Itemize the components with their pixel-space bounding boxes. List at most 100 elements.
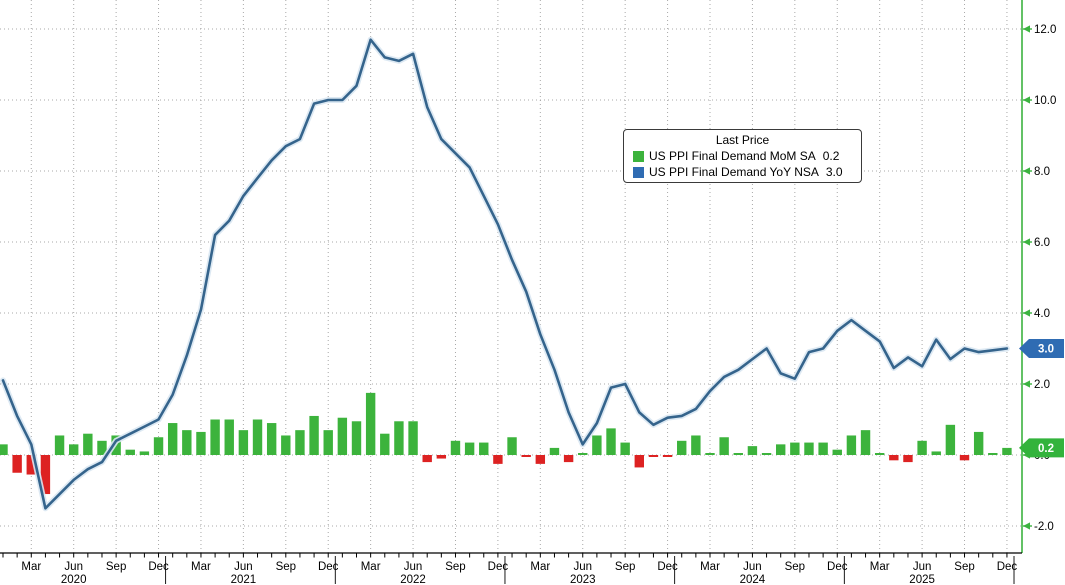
mom-bar [224, 419, 234, 455]
mom-bar [648, 455, 659, 457]
mom-bar [394, 421, 404, 455]
mom-series-swatch-icon [633, 150, 644, 162]
x-month-label: Sep [106, 561, 126, 573]
x-year-label: 2023 [570, 574, 596, 585]
mom-bar [493, 455, 503, 464]
mom-bar [167, 423, 178, 455]
legend: Last Price US PPI Final Demand MoM SA 0.… [623, 129, 862, 183]
mom-bar [776, 444, 786, 455]
y-tick-arrow-icon [1023, 522, 1030, 530]
mom-bar [662, 455, 673, 457]
x-month-label: Jun [234, 561, 253, 573]
mom-bar [592, 435, 602, 455]
mom-bar [0, 444, 8, 455]
x-month-label: Mar [21, 561, 41, 573]
mom-bar [917, 440, 927, 455]
x-month-label: Dec [657, 561, 678, 573]
mom-bar [521, 455, 531, 457]
mom-bar [733, 453, 743, 455]
mom-bar [196, 431, 206, 455]
legend-row-mom[interactable]: US PPI Final Demand MoM SA 0.2 [624, 148, 861, 164]
mom-bar [719, 437, 729, 455]
mom-bar [252, 419, 263, 455]
x-month-label: Sep [615, 561, 635, 573]
mom-bar [238, 430, 249, 455]
x-month-label: Jun [573, 561, 592, 573]
y-tick-label: 10.0 [1034, 95, 1056, 107]
mom-bar [889, 455, 899, 461]
x-month-label: Mar [530, 561, 550, 573]
yoy-line-halo [0, 36, 1010, 512]
mom-bar [210, 419, 220, 455]
mom-bar [408, 421, 418, 455]
y-tick-arrow-icon [1023, 25, 1030, 33]
mom-bar [83, 433, 93, 455]
x-month-label: Sep [954, 561, 974, 573]
y-tick-label: -2.0 [1034, 521, 1054, 533]
mom-bar [40, 455, 51, 495]
x-month-label: Jun [913, 561, 932, 573]
y-tick-arrow-icon [1023, 167, 1030, 175]
mom-bar [125, 449, 135, 455]
mom-bar [691, 435, 701, 455]
mom-bar [846, 435, 857, 455]
mom-bar [295, 430, 305, 455]
legend-row-yoy[interactable]: US PPI Final Demand YoY NSA 3.0 [624, 164, 861, 180]
mom-bar [26, 455, 36, 475]
x-year-label: 2020 [61, 574, 87, 585]
legend-value-mom: 0.2 [822, 149, 840, 163]
mom-bar [860, 430, 871, 455]
y-tick-label: 6.0 [1034, 237, 1050, 249]
mom-bar [309, 415, 319, 455]
x-year-label: 2022 [400, 574, 426, 585]
x-year-label: 2025 [909, 574, 935, 585]
mom-bar [677, 440, 687, 455]
y-tick-label: 2.0 [1034, 379, 1050, 391]
mom-bar [281, 435, 291, 455]
x-month-label: Sep [785, 561, 805, 573]
mom-bar [931, 451, 941, 455]
mom-bar [337, 417, 348, 455]
mom-bar [182, 430, 192, 455]
mom-bar [507, 437, 517, 455]
mom-bar [535, 455, 546, 464]
mom-bar [422, 455, 432, 463]
mom-bar [747, 446, 758, 455]
mom-bar [804, 442, 814, 455]
mom-bar [323, 430, 333, 455]
mom-last-price-badge-label: 0.2 [1038, 443, 1054, 455]
yoy-line [1, 38, 1009, 510]
x-month-label: Dec [148, 561, 169, 573]
mom-bar [945, 424, 956, 455]
mom-bar [479, 442, 489, 455]
yoy-series-swatch-icon [633, 166, 644, 178]
x-month-label: Dec [488, 561, 509, 573]
y-tick-arrow-icon [1023, 238, 1030, 246]
mom-bar [139, 451, 150, 455]
mom-bar [266, 423, 277, 455]
mom-bar [705, 453, 715, 455]
y-tick-arrow-icon [1023, 96, 1030, 104]
x-year-label: 2024 [740, 574, 766, 585]
mom-bar [578, 453, 588, 455]
mom-bar [973, 431, 984, 455]
mom-bar [54, 435, 65, 455]
x-month-label: Sep [276, 561, 296, 573]
mom-bar [563, 455, 574, 463]
mom-bar [1002, 447, 1012, 455]
mom-bar [874, 453, 885, 455]
x-month-label: Jun [64, 561, 83, 573]
y-tick-arrow-icon [1023, 380, 1030, 388]
mom-bar [832, 449, 842, 455]
legend-title: Last Price [715, 133, 770, 147]
mom-bar [988, 453, 998, 455]
yoy-last-price-badge-label: 3.0 [1038, 344, 1054, 356]
x-month-label: Dec [997, 561, 1018, 573]
mom-bar [790, 442, 800, 455]
mom-last-price-badge [1019, 438, 1064, 458]
mom-bar [12, 455, 22, 473]
mom-bar [450, 440, 461, 455]
mom-bar [549, 447, 560, 455]
mom-bar [620, 442, 630, 455]
